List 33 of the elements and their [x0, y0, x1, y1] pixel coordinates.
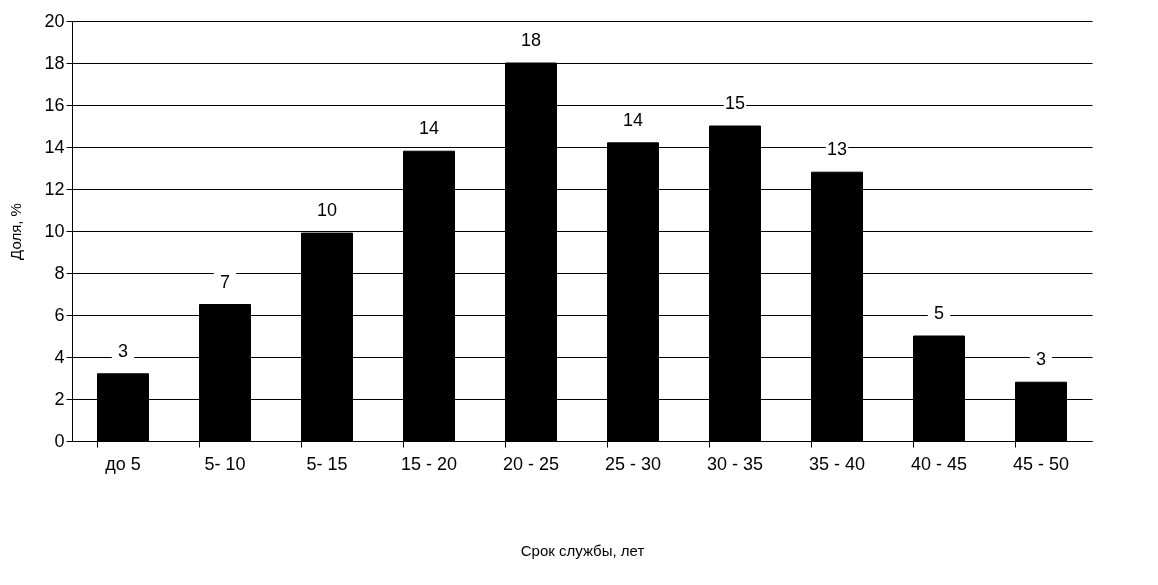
- data-label: 3: [117, 340, 129, 361]
- x-tick-label: 20 - 25: [502, 453, 560, 474]
- y-tick-label: 0: [54, 430, 65, 451]
- y-tick-label: 10: [44, 220, 65, 241]
- data-label: 7: [219, 271, 231, 292]
- y-tick-label: 6: [54, 304, 65, 325]
- y-tick-label: 4: [54, 346, 65, 367]
- y-tick-label: 8: [54, 262, 65, 283]
- y-tick-label: 12: [44, 178, 65, 199]
- x-tick-label: 35 - 40: [808, 453, 866, 474]
- y-tick-label: 20: [44, 10, 65, 31]
- x-tick-label: 40 - 45: [910, 453, 968, 474]
- y-tick-label: 14: [44, 136, 65, 157]
- x-tick-label: 45 - 50: [1012, 453, 1070, 474]
- data-label: 14: [418, 118, 440, 139]
- x-tick-label: 5- 10: [204, 453, 246, 474]
- data-label: 15: [724, 93, 746, 113]
- y-axis-title: Доля, %: [7, 203, 25, 260]
- x-tick-label: 25 - 30: [604, 453, 662, 474]
- data-label: 5: [933, 303, 945, 323]
- x-tick-label: 5- 15: [306, 453, 348, 474]
- x-tick-label: 30 - 35: [706, 453, 764, 474]
- x-axis-title: Срок службы, лет: [520, 541, 645, 559]
- data-label: 10: [316, 200, 338, 221]
- data-label: 13: [826, 139, 848, 160]
- data-label: 14: [622, 109, 644, 130]
- data-label: 3: [1035, 349, 1047, 370]
- data-label: 18: [520, 30, 542, 50]
- y-tick-label: 18: [44, 52, 65, 73]
- x-tick-label: до 5: [105, 453, 141, 474]
- y-tick-label: 16: [44, 94, 65, 115]
- y-tick-label: 2: [54, 388, 65, 409]
- x-tick-label: 15 - 20: [400, 453, 458, 474]
